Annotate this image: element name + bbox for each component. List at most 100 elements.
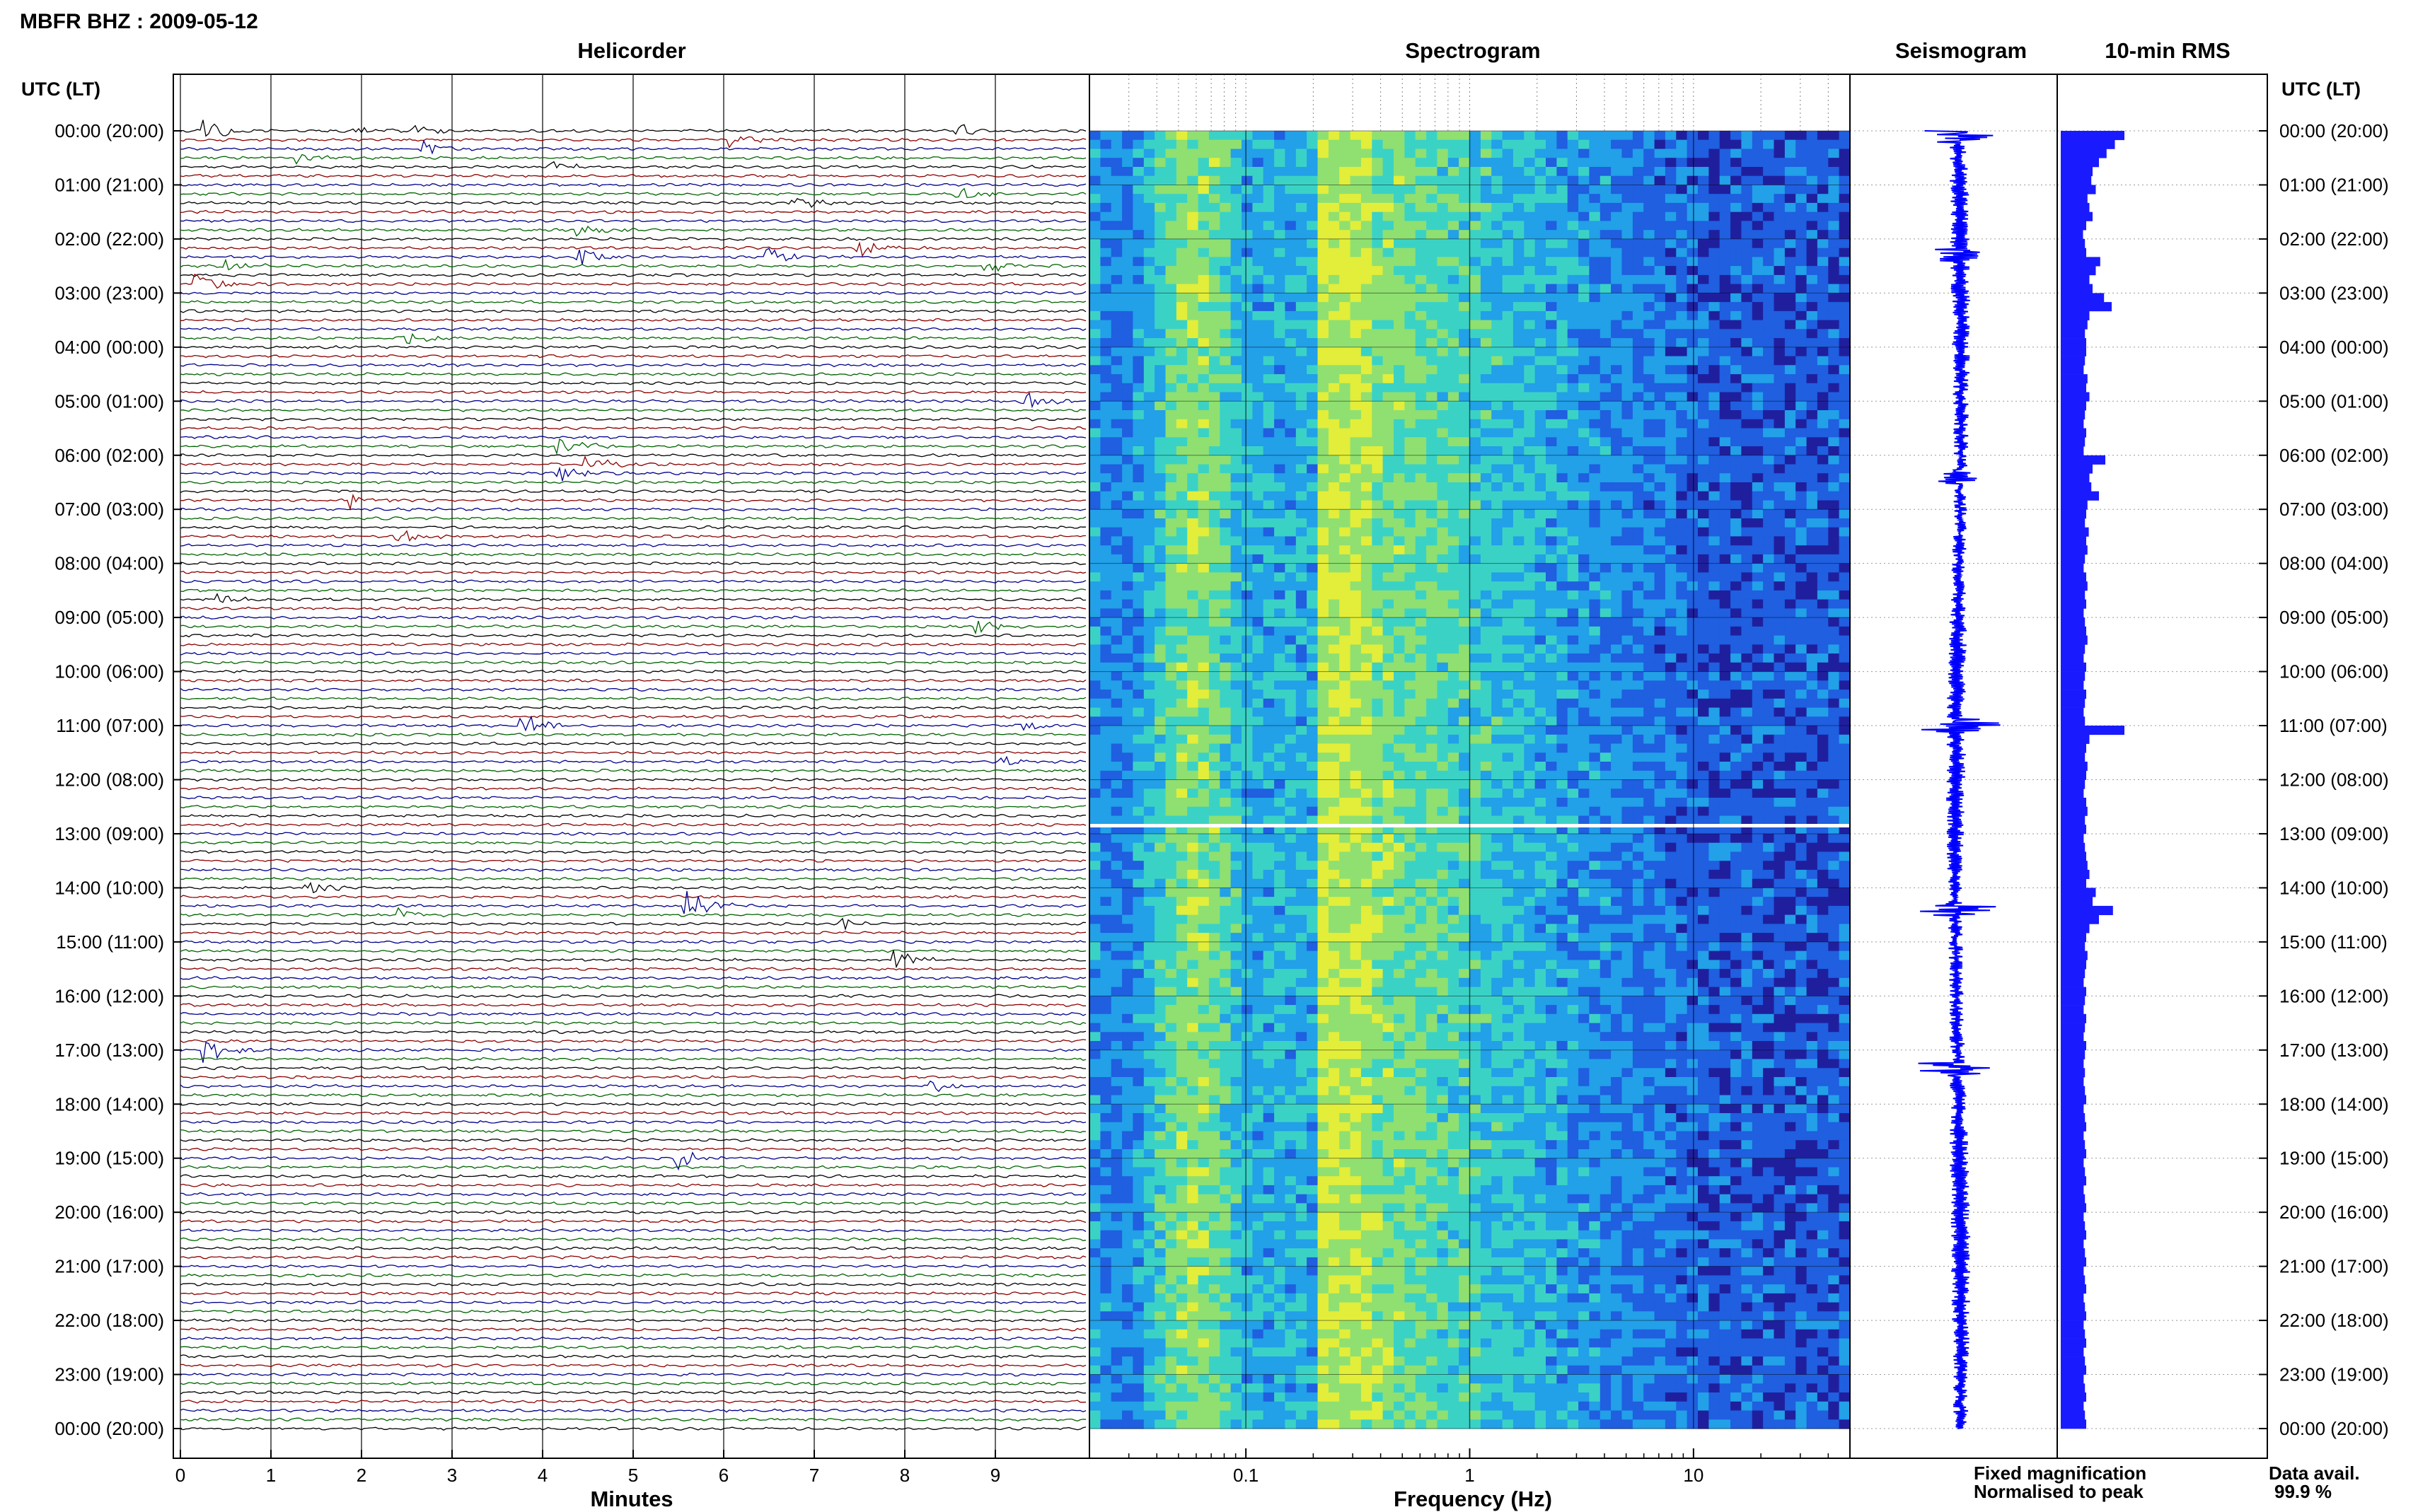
spectrogram-cell bbox=[1719, 473, 1731, 483]
spectrogram-cell bbox=[1730, 545, 1742, 555]
spectrogram-cell bbox=[1459, 554, 1471, 564]
spectrogram-cell bbox=[1600, 284, 1612, 293]
spectrogram-cell bbox=[1176, 347, 1188, 357]
spectrogram-cell bbox=[1263, 131, 1275, 141]
spectrogram-cell bbox=[1491, 293, 1503, 303]
spectrogram-cell bbox=[1382, 131, 1394, 141]
spectrogram-cell bbox=[1295, 482, 1307, 492]
spectrogram-cell bbox=[1165, 563, 1177, 573]
spectrogram-cell bbox=[1089, 599, 1101, 609]
spectrogram-cell bbox=[1469, 293, 1481, 303]
spectrogram-cell bbox=[1741, 464, 1753, 474]
spectrogram-cell bbox=[1600, 365, 1612, 375]
spectrogram-cell bbox=[1437, 320, 1449, 330]
spectrogram-cell bbox=[1687, 491, 1699, 501]
spectrogram-cell bbox=[1394, 329, 1405, 339]
spectrogram-cell bbox=[1546, 690, 1557, 699]
spectrogram-cell bbox=[1437, 410, 1449, 420]
spectrogram-cell bbox=[1328, 662, 1340, 673]
spectrogram-cell bbox=[1111, 680, 1123, 690]
spectrogram-cell bbox=[1806, 653, 1818, 663]
spectrogram-cell bbox=[1719, 356, 1731, 366]
spectrogram-cell bbox=[1404, 310, 1416, 321]
spectrogram-cell bbox=[1524, 266, 1536, 276]
spectrogram-cell bbox=[1447, 266, 1459, 276]
spectrogram-cell bbox=[1708, 356, 1720, 366]
spectrogram-cell bbox=[1556, 491, 1568, 501]
spectrogram-cell bbox=[1524, 293, 1536, 303]
spectrogram-cell bbox=[1339, 149, 1351, 158]
spectrogram-cell bbox=[1459, 653, 1471, 663]
spectrogram-cell bbox=[1133, 734, 1145, 745]
spectrogram-cell bbox=[1763, 500, 1775, 510]
spectrogram-cell bbox=[1698, 716, 1709, 726]
spectrogram-cell bbox=[1524, 383, 1536, 393]
spectrogram-cell bbox=[1242, 274, 1253, 285]
spectrogram-cell bbox=[1524, 284, 1536, 293]
spectrogram-cell bbox=[1502, 149, 1514, 158]
spectrogram-cell bbox=[1752, 401, 1764, 411]
spectrogram-cell bbox=[1415, 410, 1427, 420]
spectrogram-cell bbox=[1698, 293, 1709, 303]
spectrogram-cell bbox=[1459, 752, 1471, 762]
spectrogram-cell bbox=[1621, 302, 1633, 312]
spectrogram-cell bbox=[1317, 635, 1329, 645]
spectrogram-cell bbox=[1698, 762, 1709, 772]
spectrogram-cell bbox=[1698, 581, 1709, 591]
spectrogram-cell bbox=[1763, 158, 1775, 168]
spectrogram-cell bbox=[1502, 365, 1514, 375]
spectrogram-cell bbox=[1339, 644, 1351, 654]
spectrogram-cell bbox=[1698, 563, 1709, 573]
spectrogram-cell bbox=[1426, 536, 1438, 546]
spectrogram-cell bbox=[1133, 392, 1145, 402]
spectrogram-cell bbox=[1611, 617, 1623, 627]
spectrogram-cell bbox=[1534, 149, 1546, 158]
spectrogram-cell bbox=[1763, 726, 1775, 735]
spectrogram-cell bbox=[1220, 211, 1232, 221]
spectrogram-cell bbox=[1795, 194, 1807, 204]
spectrogram-cell bbox=[1730, 274, 1742, 285]
spectrogram-cell bbox=[1230, 320, 1242, 330]
spectrogram-cell bbox=[1698, 690, 1709, 699]
spectrogram-cell bbox=[1155, 257, 1167, 267]
spectrogram-cell bbox=[1839, 698, 1851, 709]
spectrogram-cell bbox=[1578, 221, 1590, 231]
spectrogram-cell bbox=[1534, 734, 1546, 745]
spectrogram-cell bbox=[1687, 230, 1699, 240]
spectrogram-cell bbox=[1687, 202, 1699, 213]
spectrogram-cell bbox=[1382, 401, 1394, 411]
spectrogram-cell bbox=[1654, 149, 1666, 158]
spectrogram-cell bbox=[1394, 581, 1405, 591]
spectrogram-cell bbox=[1372, 293, 1384, 303]
spectrogram-cell bbox=[1089, 365, 1101, 375]
spectrogram-cell bbox=[1534, 158, 1546, 168]
spectrogram-cell bbox=[1708, 320, 1720, 330]
spectrogram-cell bbox=[1589, 383, 1601, 393]
spectrogram-cell bbox=[1774, 401, 1786, 411]
spectrogram-cell bbox=[1404, 428, 1416, 438]
spectrogram-cell bbox=[1100, 238, 1112, 249]
spectrogram-cell bbox=[1198, 185, 1210, 194]
spectrogram-cell bbox=[1111, 185, 1123, 194]
spectrogram-cell bbox=[1524, 365, 1536, 375]
spectrogram-cell bbox=[1806, 139, 1818, 149]
spectrogram-cell bbox=[1404, 599, 1416, 609]
spectrogram-cell bbox=[1100, 734, 1112, 745]
spectrogram-cell bbox=[1676, 365, 1688, 375]
spectrogram-cell bbox=[1763, 762, 1775, 772]
spectrogram-cell bbox=[1534, 527, 1546, 537]
spectrogram-cell bbox=[1328, 374, 1340, 384]
spectrogram-cell bbox=[1274, 266, 1286, 276]
spectrogram-cell bbox=[1394, 752, 1405, 762]
spectrogram-cell bbox=[1317, 221, 1329, 231]
spectrogram-cell bbox=[1828, 302, 1840, 312]
spectrogram-cell bbox=[1426, 221, 1438, 231]
spectrogram-cell bbox=[1534, 554, 1546, 564]
spectrogram-cell bbox=[1426, 608, 1438, 618]
spectrogram-cell bbox=[1404, 257, 1416, 267]
spectrogram-cell bbox=[1122, 770, 1134, 781]
spectrogram-cell bbox=[1111, 482, 1123, 492]
spectrogram-cell bbox=[1415, 202, 1427, 213]
spectrogram-cell bbox=[1730, 211, 1742, 221]
spectrogram-cell bbox=[1676, 608, 1688, 618]
